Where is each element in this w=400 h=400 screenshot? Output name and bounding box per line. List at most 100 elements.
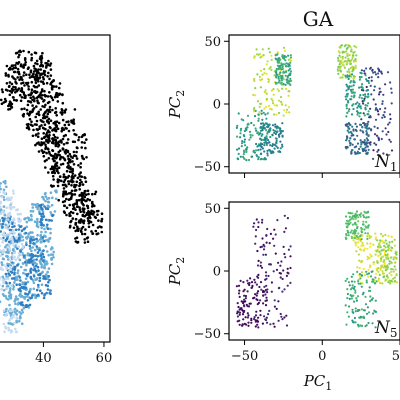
left-point xyxy=(12,77,15,80)
left-point xyxy=(61,195,65,198)
pc-point xyxy=(360,231,363,234)
pc-point xyxy=(370,93,373,96)
pc-point xyxy=(353,94,356,97)
pc-point xyxy=(377,76,380,79)
pc-point xyxy=(267,78,271,81)
pc-point xyxy=(265,321,269,324)
left-xtick-label: 60 xyxy=(96,351,113,366)
pc-point xyxy=(264,288,267,292)
left-point xyxy=(1,278,5,282)
pc-point xyxy=(284,83,287,86)
pc-point xyxy=(284,59,287,62)
pc-point xyxy=(346,111,349,114)
pc-point xyxy=(380,266,383,269)
pc-point xyxy=(342,61,345,64)
left-point xyxy=(61,101,65,105)
left-point xyxy=(38,57,42,60)
pc-point xyxy=(289,77,292,80)
left-point xyxy=(27,85,30,88)
pc-point xyxy=(336,68,339,71)
pc-point xyxy=(257,290,260,293)
left-point xyxy=(79,210,82,214)
left-point xyxy=(72,226,76,230)
pc-point xyxy=(379,282,382,285)
left-point xyxy=(78,188,81,191)
pc-point xyxy=(356,111,360,114)
left-point xyxy=(0,300,2,303)
left-point xyxy=(22,66,25,69)
left-point xyxy=(41,252,45,256)
pc-point xyxy=(351,70,354,73)
left-point xyxy=(12,206,16,209)
pc-point xyxy=(275,113,278,116)
pc-point xyxy=(345,107,348,110)
pc-point xyxy=(369,67,372,70)
pc-point xyxy=(277,99,281,102)
left-point xyxy=(22,74,25,77)
left-point xyxy=(25,243,28,247)
left-point xyxy=(2,231,6,234)
left-point xyxy=(85,156,88,159)
left-point xyxy=(56,184,60,188)
pc-point xyxy=(393,244,396,247)
pc-point xyxy=(395,253,398,256)
pc-point xyxy=(372,262,375,266)
left-point xyxy=(87,192,90,196)
left-point xyxy=(75,199,79,202)
left-point xyxy=(34,264,38,268)
left-point xyxy=(68,214,71,218)
left-point xyxy=(71,169,75,173)
pc-point xyxy=(346,135,349,139)
pc-point xyxy=(367,148,370,151)
left-point xyxy=(0,205,2,208)
pc-point xyxy=(249,133,252,136)
left-point xyxy=(11,253,14,257)
pc-point xyxy=(393,280,396,283)
pc-point xyxy=(387,245,390,248)
left-point xyxy=(47,121,51,125)
pc-point xyxy=(368,76,371,79)
pc-point xyxy=(261,48,264,51)
pc-point xyxy=(239,132,242,135)
pc-point xyxy=(263,315,266,318)
left-point xyxy=(30,88,34,91)
n1-panel-points xyxy=(235,43,394,162)
left-point xyxy=(70,184,73,187)
left-point xyxy=(33,220,37,223)
pc-point xyxy=(259,69,263,72)
pc-point xyxy=(362,112,365,115)
left-point xyxy=(36,247,39,250)
pc-point xyxy=(365,312,369,315)
pc-point xyxy=(369,115,372,118)
pc-point xyxy=(377,154,380,157)
left-point xyxy=(35,128,39,131)
left-point xyxy=(46,204,50,208)
pc-point xyxy=(349,231,352,234)
pc-point xyxy=(381,130,384,133)
pc-point xyxy=(289,266,292,270)
left-point xyxy=(17,301,20,305)
pc-point xyxy=(270,68,273,71)
pc-point xyxy=(349,218,352,221)
pc-point xyxy=(281,122,284,125)
left-point xyxy=(37,80,40,83)
pc-point xyxy=(236,124,239,127)
pc-point xyxy=(255,218,258,221)
pc-point xyxy=(348,74,351,78)
pc-point xyxy=(381,235,384,238)
left-point xyxy=(57,86,61,90)
pc-point xyxy=(287,80,290,83)
pc-point xyxy=(350,237,354,240)
left-point xyxy=(47,135,50,138)
pc-point xyxy=(354,58,357,61)
left-point xyxy=(15,283,18,287)
left-point xyxy=(48,236,52,240)
left-point xyxy=(67,129,71,133)
pc-point xyxy=(255,283,258,286)
pc-point xyxy=(356,241,360,244)
pc-point xyxy=(367,225,370,228)
pc-point xyxy=(350,152,353,155)
left-point xyxy=(8,256,12,260)
pc-point xyxy=(378,69,381,73)
left-point xyxy=(84,176,87,180)
